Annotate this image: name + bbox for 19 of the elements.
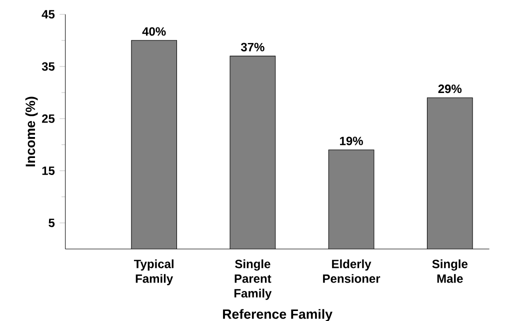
bar bbox=[230, 56, 276, 249]
bar bbox=[131, 40, 177, 249]
y-tick-label: 25 bbox=[42, 114, 55, 123]
bar bbox=[426, 98, 473, 249]
data-label: 19% bbox=[340, 136, 363, 146]
data-label: 40% bbox=[142, 27, 166, 36]
data-label: 29% bbox=[438, 84, 462, 94]
x-tick-label: Typical Family bbox=[134, 259, 174, 286]
y-tick-label: 5 bbox=[48, 218, 55, 228]
y-axis-title: Income (%) bbox=[25, 96, 38, 166]
y-tick-label: 45 bbox=[42, 10, 55, 19]
x-axis-title: Reference Family bbox=[223, 309, 332, 321]
bar bbox=[328, 150, 374, 249]
y-tick-label: 15 bbox=[42, 166, 55, 175]
x-tick-label: Single Parent Family bbox=[234, 259, 272, 300]
y-tick-label: 35 bbox=[42, 62, 55, 71]
x-tick-label: Single Male bbox=[432, 259, 468, 283]
x-tick-label: Elderly Pensioner bbox=[323, 259, 380, 283]
data-label: 37% bbox=[240, 42, 264, 52]
